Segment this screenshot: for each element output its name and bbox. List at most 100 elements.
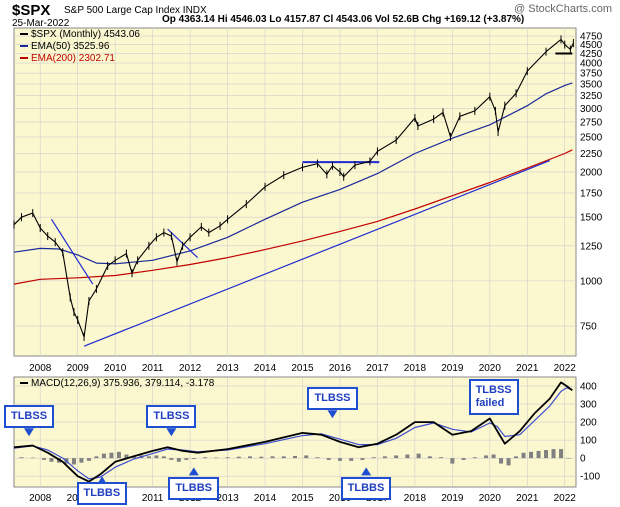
macd-histogram-bar (472, 457, 477, 459)
callout-text: TLBBS (175, 482, 212, 495)
macd-histogram-bar (131, 456, 136, 459)
macd-histogram-bar (169, 458, 174, 460)
price-x-tick-label: 2014 (254, 363, 277, 374)
macd-histogram-bar (71, 458, 76, 465)
macd-histogram-bar (116, 451, 121, 459)
legend-ema200: EMA(200) 2302.71 (20, 53, 115, 64)
macd-y-tick-label: 100 (580, 436, 597, 447)
legend-ema200-label: EMA(200) 2302.71 (31, 53, 115, 64)
macd-histogram-bar (109, 452, 114, 459)
callout-text: TLBBS (83, 487, 121, 499)
callout-arrow-down (327, 410, 338, 419)
macd-y-tick-label: -100 (580, 472, 600, 483)
price-y-tick-label: 1750 (580, 188, 603, 199)
callout-text: TLBBS (347, 482, 385, 495)
macd-histogram-bar (536, 450, 541, 459)
macd-histogram-bar (551, 449, 556, 459)
callout-label: TLBSS (3, 405, 55, 429)
price-y-tick-label: 3500 (580, 80, 603, 91)
price-x-tick-label: 2019 (441, 363, 464, 374)
macd-x-tick-label: 2020 (479, 493, 502, 504)
legend-ema200-swatch (20, 57, 28, 60)
macd-histogram-bar (491, 454, 496, 459)
legend-macd-swatch (20, 382, 28, 385)
macd-histogram-bar (161, 456, 166, 459)
macd-histogram-bar (529, 451, 534, 459)
price-panel: 750 1000 1250 1500 1750 2000 2250 2500 2750 3000 3… (13, 27, 603, 357)
macd-histogram-bar (49, 458, 54, 462)
price-y-tick-label: 1000 (580, 276, 603, 287)
macd-y-tick-label: 200 (580, 418, 597, 429)
price-x-axis: 2008 2009 2010 2011 2012 2013 2014 2015 2016 2017… (29, 363, 576, 374)
macd-x-tick-label: 2018 (404, 493, 427, 504)
macd-histogram-bar (416, 453, 421, 459)
macd-histogram-bar (270, 456, 275, 459)
macd-histogram-bar (184, 458, 189, 460)
price-x-tick-label: 2011 (142, 363, 164, 374)
macd-histogram-bar (281, 456, 286, 459)
price-plot-area (13, 27, 577, 357)
price-y-tick-label: 4500 (580, 40, 603, 51)
callout-text: TLBSS (153, 410, 190, 423)
callout-text: TLBSS (10, 410, 48, 423)
macd-histogram-bar (439, 457, 444, 459)
trendline-2007-2009 (50, 218, 94, 285)
price-y-tick-label: 1250 (580, 241, 603, 252)
price-y-tick-label: 4250 (580, 49, 603, 60)
callout-text: TLBSS failed (475, 384, 512, 409)
chart-date: 25-Mar-2022 (12, 18, 70, 29)
macd-histogram-bar (94, 456, 99, 459)
trendline-2009-2021 (83, 160, 551, 347)
macd-histogram-bar (124, 454, 129, 459)
price-y-tick-label: 750 (580, 322, 597, 333)
macd-histogram-bar (326, 458, 331, 460)
price-y-tick-label: 2250 (580, 149, 603, 160)
price-x-tick-label: 2018 (404, 363, 427, 374)
ohlc-summary: Op 4363.14 Hi 4546.03 Lo 4157.87 Cl 4543… (162, 14, 525, 25)
legend-macd-label: MACD(12,26,9) 375.936, 379.114, -3.178 (31, 378, 215, 389)
macd-x-tick-label: 2016 (329, 493, 352, 504)
macd-x-tick-label: 2021 (516, 493, 539, 504)
macd-histogram-bar (521, 452, 526, 459)
callout-arrow-up (361, 467, 372, 476)
macd-histogram-bar (514, 456, 519, 459)
callout-label: TLBBS (340, 477, 392, 501)
macd-y-tick-label: 0 (580, 454, 586, 465)
price-x-tick-label: 2015 (291, 363, 314, 374)
macd-histogram-bar (146, 456, 151, 459)
legend-price: $SPX (Monthly) 4543.06 (20, 29, 140, 40)
price-x-tick-label: 2009 (67, 363, 90, 374)
price-line (13, 38, 574, 338)
callout-arrow-down (23, 428, 34, 437)
macd-histogram-bar (203, 457, 208, 459)
price-x-tick-label: 2013 (216, 363, 239, 374)
macd-histogram-bar (176, 458, 181, 462)
price-x-tick-label: 2021 (516, 363, 539, 374)
macd-histogram-bar (79, 458, 84, 463)
macd-histogram-bar (394, 455, 399, 459)
macd-histogram-bar (315, 457, 320, 459)
macd-x-tick-label: 2013 (216, 493, 239, 504)
price-y-tick-label: 4000 (580, 59, 603, 70)
macd-histogram-bar (293, 455, 297, 459)
price-x-tick-label: 2022 (554, 363, 577, 374)
security-name: S&P 500 Large Cap Index INDX (64, 5, 207, 16)
price-x-tick-label: 2012 (179, 363, 202, 374)
price-y-tick-label: 4750 (580, 32, 603, 43)
macd-histogram-bar (19, 457, 24, 459)
callout-arrow-up (188, 467, 199, 476)
macd-histogram-bar (544, 450, 549, 459)
price-y-tick-label: 2750 (580, 117, 603, 128)
macd-histogram-bar (154, 455, 159, 459)
legend-ema50: EMA(50) 3525.96 (20, 41, 109, 52)
price-x-tick-label: 2020 (479, 363, 502, 374)
macd-line (13, 381, 573, 483)
macd-histogram-bar (450, 458, 455, 464)
macd-x-tick-label: 2011 (142, 493, 164, 504)
copyright-text: @ StockCharts.com (514, 3, 612, 15)
macd-histogram-bar (30, 457, 35, 459)
macd-histogram-bar (349, 458, 354, 461)
macd-histogram-bar (191, 458, 196, 460)
macd-x-tick-label: 2015 (291, 493, 314, 504)
